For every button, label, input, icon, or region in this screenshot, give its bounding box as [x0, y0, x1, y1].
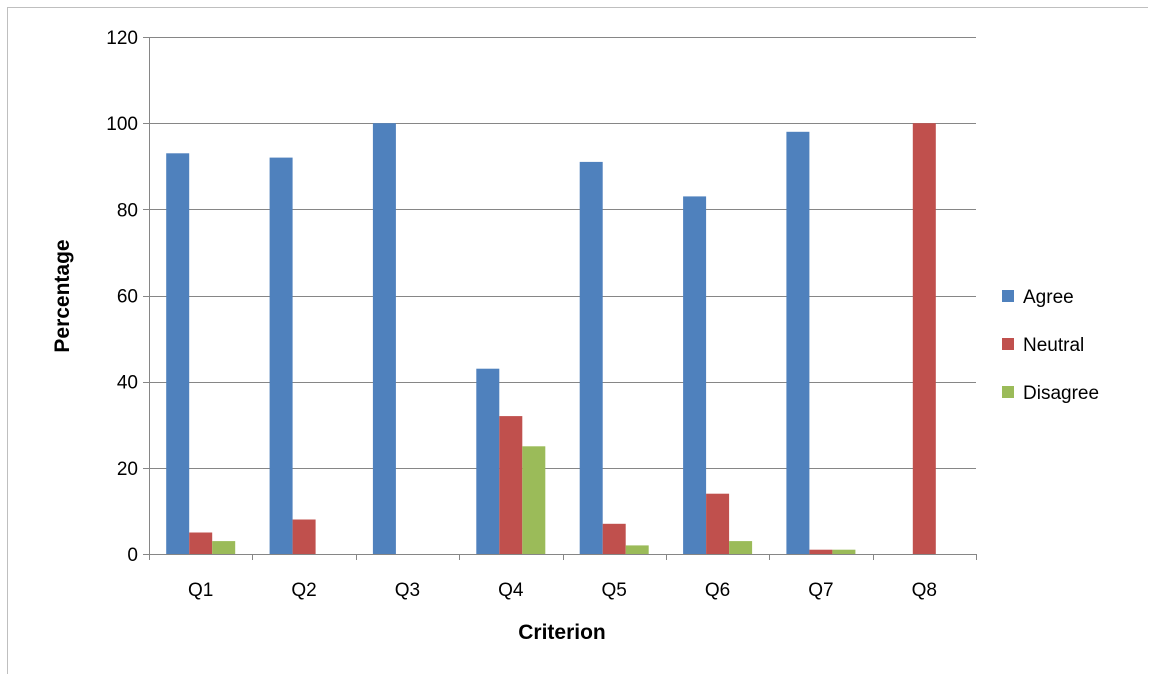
legend-swatch-disagree [1002, 386, 1014, 398]
chart-frame [7, 7, 1148, 674]
x-axis-title: Criterion [518, 621, 606, 644]
axes [143, 37, 977, 560]
bar-neutral-q8 [912, 123, 936, 554]
x-tick-labels: Q1 Q2 Q3 Q4 Q5 Q6 Q7 Q8 [188, 580, 937, 601]
bar-agree-q7 [786, 131, 810, 555]
bar-agree-q4 [476, 368, 500, 554]
bar-agree-q5 [579, 161, 603, 554]
legend-label-agree: Agree [1023, 287, 1074, 308]
legend-swatch-neutral [1002, 338, 1014, 350]
bar-neutral-q1 [189, 532, 213, 554]
bars [166, 123, 936, 555]
legend-label-neutral: Neutral [1023, 335, 1084, 356]
y-tick-label-80: 80 [117, 200, 138, 221]
x-tick-label-q2: Q2 [291, 580, 316, 601]
bar-disagree-q4 [522, 446, 546, 554]
bar-disagree-q1 [212, 541, 236, 554]
bar-agree-q2 [269, 157, 293, 554]
y-tick-label-100: 100 [106, 114, 138, 135]
bar-agree-q3 [372, 123, 396, 554]
bar-disagree-q5 [625, 545, 649, 554]
x-tick-label-q5: Q5 [602, 580, 627, 601]
legend: Agree Neutral Disagree [1002, 287, 1099, 404]
bar-neutral-q2 [292, 519, 316, 554]
x-tick-label-q1: Q1 [188, 580, 213, 601]
x-tick-label-q4: Q4 [498, 580, 524, 601]
bar-neutral-q4 [499, 416, 523, 554]
bar-neutral-q5 [602, 523, 626, 554]
bar-neutral-q6 [706, 493, 730, 554]
y-tick-label-0: 0 [127, 545, 138, 566]
x-tick-label-q8: Q8 [912, 580, 937, 601]
bar-disagree-q7 [832, 549, 856, 554]
bar-neutral-q7 [809, 549, 833, 554]
legend-label-disagree: Disagree [1023, 383, 1099, 404]
legend-swatch-agree [1002, 290, 1014, 302]
y-tick-label-20: 20 [117, 459, 138, 480]
bar-agree-q1 [166, 153, 190, 555]
y-tick-label-120: 120 [106, 28, 138, 49]
bar-agree-q6 [683, 196, 707, 554]
y-tick-label-60: 60 [117, 287, 138, 308]
gridlines [149, 37, 976, 469]
x-tick-label-q3: Q3 [395, 580, 420, 601]
y-tick-labels: 0 20 40 60 80 100 120 [106, 28, 138, 566]
bar-disagree-q6 [729, 541, 753, 554]
y-axis-title: Percentage [51, 239, 74, 352]
y-tick-label-40: 40 [117, 373, 138, 394]
x-tick-label-q6: Q6 [705, 580, 730, 601]
x-tick-label-q7: Q7 [808, 580, 833, 601]
